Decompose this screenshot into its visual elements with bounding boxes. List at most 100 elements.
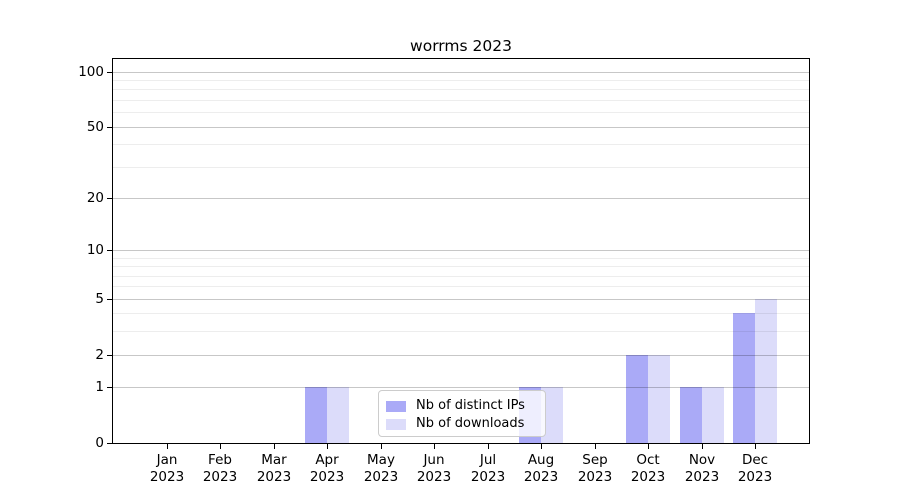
x-tick-label-apr: Apr 2023 — [285, 452, 369, 486]
major-gridline-y-10 — [113, 250, 809, 251]
major-gridline-y-100 — [113, 72, 809, 73]
x-tick-sep — [595, 444, 596, 449]
major-gridline-y-50 — [113, 127, 809, 128]
minor-gridline-y-60 — [113, 112, 809, 113]
x-tick-label-may: May 2023 — [339, 452, 423, 486]
x-tick-label-jul: Jul 2023 — [446, 452, 530, 486]
x-tick-year: 2023 — [523, 469, 559, 485]
x-tick-label-jun: Jun 2023 — [392, 452, 476, 486]
x-tick-label-feb: Feb 2023 — [178, 452, 262, 486]
y-tick-label-50: 50 — [86, 118, 104, 135]
y-tick-5 — [107, 299, 112, 300]
x-tick-month: Feb — [208, 452, 232, 468]
x-tick-label-aug: Aug 2023 — [499, 452, 583, 486]
x-tick-year: 2023 — [630, 469, 666, 485]
y-tick-label-0: 0 — [95, 435, 104, 451]
x-tick-jun — [434, 444, 435, 449]
x-tick-dec — [755, 444, 756, 449]
x-tick-month: May — [367, 452, 395, 468]
x-tick-year: 2023 — [737, 469, 773, 485]
x-tick-label-nov: Nov 2023 — [660, 452, 744, 486]
x-tick-month: Dec — [741, 452, 769, 468]
x-tick-mar — [274, 444, 275, 449]
major-gridline-y-20 — [113, 198, 809, 199]
chart-title: worrms 2023 — [410, 37, 512, 55]
legend-label-distinct-ips: Nb of distinct IPs — [416, 398, 525, 413]
minor-gridline-y-40 — [113, 144, 809, 145]
plot-area: Nb of distinct IPs Nb of downloads — [112, 58, 810, 444]
major-gridline-y-1 — [113, 387, 809, 388]
y-tick-label-100: 100 — [78, 63, 104, 80]
legend-entry-downloads: Nb of downloads — [386, 415, 537, 433]
minor-gridline-y-9 — [113, 258, 809, 259]
x-tick-month: Mar — [261, 452, 287, 468]
x-tick-year: 2023 — [149, 469, 185, 485]
x-tick-month: Nov — [688, 452, 716, 468]
y-tick-50 — [107, 127, 112, 128]
x-tick-year: 2023 — [416, 469, 452, 485]
x-tick-oct — [648, 444, 649, 449]
minor-gridline-y-7 — [113, 276, 809, 277]
minor-gridline-y-90 — [113, 80, 809, 81]
bar-nb-of-downloads-dec — [755, 298, 778, 443]
minor-gridline-y-70 — [113, 100, 809, 101]
x-tick-year: 2023 — [363, 469, 399, 485]
y-tick-label-20: 20 — [86, 189, 104, 206]
legend-label-downloads: Nb of downloads — [416, 416, 525, 431]
bar-nb-of-distinct-ips-dec — [733, 313, 756, 443]
legend: Nb of distinct IPs Nb of downloads — [378, 390, 546, 437]
y-tick-2 — [107, 355, 112, 356]
x-tick-label-oct: Oct 2023 — [606, 452, 690, 486]
x-tick-jan — [167, 444, 168, 449]
y-tick-0 — [107, 443, 112, 444]
bar-nb-of-distinct-ips-apr — [305, 387, 328, 443]
major-gridline-y-5 — [113, 299, 809, 300]
x-tick-year: 2023 — [470, 469, 506, 485]
minor-gridline-y-8 — [113, 266, 809, 267]
legend-swatch-distinct-ips — [386, 400, 406, 412]
bar-nb-of-downloads-aug — [541, 387, 564, 443]
x-tick-year: 2023 — [309, 469, 345, 485]
x-tick-label-jan: Jan 2023 — [125, 452, 209, 486]
legend-entry-distinct-ips: Nb of distinct IPs — [386, 397, 537, 415]
bar-nb-of-distinct-ips-oct — [626, 354, 649, 443]
x-tick-apr — [327, 444, 328, 449]
x-tick-nov — [702, 444, 703, 449]
minor-gridline-y-3 — [113, 331, 809, 332]
y-tick-label-2: 2 — [95, 346, 104, 363]
x-tick-year: 2023 — [577, 469, 613, 485]
minor-gridline-y-4 — [113, 313, 809, 314]
bar-nb-of-downloads-oct — [648, 354, 671, 443]
x-tick-year: 2023 — [202, 469, 238, 485]
x-tick-may — [381, 444, 382, 449]
grid-layer — [113, 59, 809, 443]
x-tick-month: Sep — [582, 452, 608, 468]
x-tick-aug — [541, 444, 542, 449]
y-tick-1 — [107, 387, 112, 388]
x-tick-month: Aug — [527, 452, 555, 468]
x-tick-jul — [488, 444, 489, 449]
x-tick-month: Jun — [423, 452, 445, 468]
x-tick-year: 2023 — [684, 469, 720, 485]
x-tick-month: Apr — [315, 452, 339, 468]
y-tick-100 — [107, 72, 112, 73]
x-tick-month: Jan — [156, 452, 178, 468]
x-tick-label-mar: Mar 2023 — [232, 452, 316, 486]
bar-nb-of-downloads-apr — [327, 387, 350, 443]
bar-nb-of-distinct-ips-nov — [679, 387, 702, 443]
minor-gridline-y-6 — [113, 286, 809, 287]
minor-gridline-y-80 — [113, 89, 809, 90]
minor-gridline-y-30 — [113, 167, 809, 168]
y-tick-label-1: 1 — [95, 379, 104, 396]
y-tick-label-10: 10 — [86, 241, 104, 258]
x-tick-feb — [220, 444, 221, 449]
legend-swatch-downloads — [386, 418, 406, 430]
y-tick-20 — [107, 198, 112, 199]
x-tick-year: 2023 — [256, 469, 292, 485]
x-tick-month: Oct — [636, 452, 660, 468]
x-tick-label-dec: Dec 2023 — [713, 452, 797, 486]
bar-nb-of-downloads-nov — [701, 387, 724, 443]
major-gridline-y-2 — [113, 355, 809, 356]
x-tick-label-sep: Sep 2023 — [553, 452, 637, 486]
